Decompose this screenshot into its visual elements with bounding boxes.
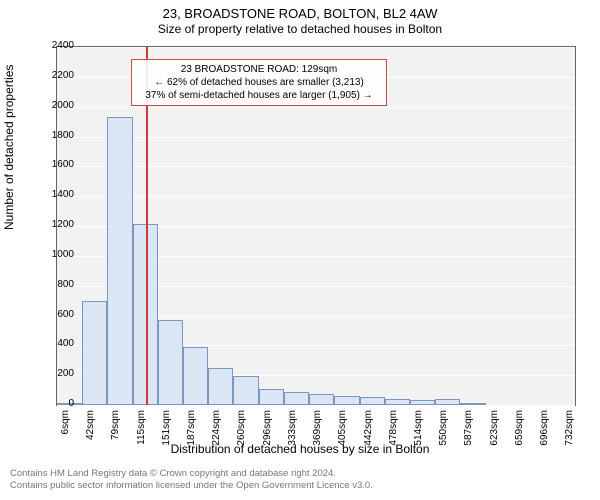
histogram-bar (183, 347, 208, 405)
y-tick-label: 800 (34, 280, 74, 290)
x-tick-label: 405sqm (338, 410, 348, 450)
x-tick-label: 6sqm (61, 410, 71, 450)
callout-line-2: ← 62% of detached houses are smaller (3,… (138, 76, 380, 89)
callout-line-3: 37% of semi-detached houses are larger (… (138, 89, 380, 102)
gridline (57, 166, 575, 167)
figure-container: 23, BROADSTONE ROAD, BOLTON, BL2 4AW Siz… (0, 0, 600, 500)
y-tick-label: 2400 (34, 41, 74, 51)
x-tick-label: 333sqm (288, 410, 298, 450)
y-tick-label: 1200 (34, 220, 74, 230)
histogram-bar (460, 403, 485, 405)
y-axis-label: Number of detached properties (2, 65, 16, 230)
x-tick-label: 732sqm (565, 410, 575, 450)
histogram-bar (360, 397, 385, 405)
x-tick-label: 224sqm (212, 410, 222, 450)
callout-line-1: 23 BROADSTONE ROAD: 129sqm (138, 63, 380, 76)
x-tick-label: 696sqm (540, 410, 550, 450)
histogram-bar (385, 399, 410, 405)
gridline (57, 137, 575, 138)
y-tick-label: 200 (34, 369, 74, 379)
title-line-1: 23, BROADSTONE ROAD, BOLTON, BL2 4AW (0, 0, 600, 21)
y-tick-label: 2200 (34, 71, 74, 81)
x-tick-label: 42sqm (86, 410, 96, 450)
x-tick-label: 151sqm (162, 410, 172, 450)
footer-line-2: Contains public sector information licen… (10, 480, 373, 492)
y-tick-label: 400 (34, 339, 74, 349)
x-tick-label: 550sqm (439, 410, 449, 450)
y-tick-label: 0 (34, 399, 74, 409)
title-line-2: Size of property relative to detached ho… (0, 21, 600, 36)
x-tick-label: 260sqm (237, 410, 247, 450)
histogram-bar (435, 399, 460, 405)
footer-attribution: Contains HM Land Registry data © Crown c… (10, 468, 373, 492)
x-tick-label: 659sqm (515, 410, 525, 450)
x-tick-label: 115sqm (137, 410, 147, 450)
gridline (57, 47, 575, 48)
gridline (57, 196, 575, 197)
y-tick-label: 1000 (34, 250, 74, 260)
y-tick-label: 1800 (34, 131, 74, 141)
footer-line-1: Contains HM Land Registry data © Crown c… (10, 468, 373, 480)
histogram-bar (284, 392, 309, 405)
histogram-bar (233, 376, 258, 405)
x-tick-label: 296sqm (263, 410, 273, 450)
histogram-bar (107, 117, 132, 405)
x-tick-label: 478sqm (389, 410, 399, 450)
y-tick-label: 2000 (34, 101, 74, 111)
x-tick-label: 442sqm (364, 410, 374, 450)
histogram-bar (82, 301, 107, 405)
gridline (57, 405, 575, 406)
y-tick-label: 1400 (34, 190, 74, 200)
histogram-bar (410, 400, 435, 405)
histogram-bar (334, 396, 359, 405)
x-tick-label: 587sqm (464, 410, 474, 450)
callout-box: 23 BROADSTONE ROAD: 129sqm ← 62% of deta… (131, 59, 387, 106)
x-tick-label: 79sqm (111, 410, 121, 450)
y-tick-label: 1600 (34, 160, 74, 170)
x-tick-label: 187sqm (187, 410, 197, 450)
x-tick-label: 623sqm (490, 410, 500, 450)
histogram-bar (309, 394, 334, 405)
histogram-bar (208, 368, 233, 405)
histogram-bar (259, 389, 284, 405)
y-tick-label: 600 (34, 310, 74, 320)
histogram-bar (158, 320, 183, 405)
gridline (57, 107, 575, 108)
x-tick-label: 514sqm (414, 410, 424, 450)
plot-area: 23 BROADSTONE ROAD: 129sqm ← 62% of deta… (56, 46, 576, 406)
x-tick-label: 369sqm (313, 410, 323, 450)
